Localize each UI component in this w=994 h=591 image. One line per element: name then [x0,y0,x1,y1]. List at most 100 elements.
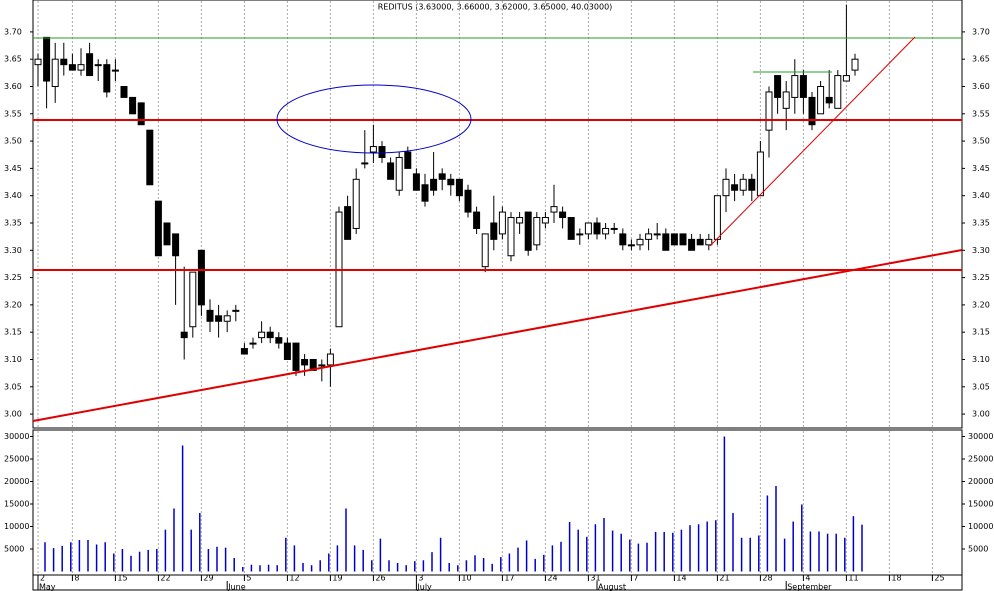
candle-body [60,58,68,66]
candle-body [412,173,420,191]
candle-body [825,96,833,104]
candle-body [567,217,575,240]
y-tick-label: 3.35 [972,218,990,227]
candle-body [473,211,481,229]
volume-panel [32,429,963,576]
y-tick-label: 3.60 [972,82,990,91]
candle-body [817,85,825,115]
y2-tick-label: 15000 [4,500,29,509]
candle-body [524,211,532,251]
candle-body [344,206,352,240]
x-tick-label: 29 [203,574,213,583]
y2-tick-label: 15000 [968,500,993,509]
x-tick-label: 7 [633,574,638,583]
candle-body [154,200,162,257]
candle-body [507,217,515,257]
y-tick-label: 3.00 [4,410,22,419]
x-tick-label: 14 [676,574,686,583]
candle-body [842,75,850,82]
candle-body [163,222,171,246]
candle-body [266,331,274,339]
x-tick-label: 26 [375,574,385,583]
candle-body [378,146,386,158]
y2-tick-label: 20000 [4,477,29,486]
candle-body [696,238,704,246]
drawings [32,36,963,422]
candle-body [215,315,223,322]
x-tick-label: 18 [891,574,901,583]
y-tick-label: 3.05 [972,382,990,391]
candle-body [180,331,188,339]
y2-tick-label: 5000 [4,545,24,554]
month-label: August [598,583,626,591]
y-tick-label: 3.15 [4,328,22,337]
y-tick-label: 3.15 [972,328,990,337]
x-tick-label: 5 [246,574,251,583]
y-tick-label: 3.55 [972,109,990,118]
candle-body [421,184,429,202]
candle-body [722,178,730,197]
candle-body [576,233,584,236]
candle-body [103,64,111,93]
candle-body [137,102,145,126]
candle-body [352,178,360,229]
y-tick-label: 3.45 [972,164,990,173]
candle-body [301,358,309,366]
grid [30,1,965,590]
candle-body [283,342,291,360]
x-tick-label: 25 [934,574,944,583]
candle-body [120,85,128,98]
candle-body [748,178,756,191]
candle-body [51,58,59,87]
candle-body [670,233,678,246]
y-tick-label: 3.65 [4,55,22,64]
y-tick-label: 3.60 [4,82,22,91]
candle-body [627,244,635,247]
y-tick-label: 3.25 [4,273,22,282]
x-tick-label: 11 [848,574,858,583]
candle-body [851,58,859,71]
y2-tick-label: 20000 [968,477,993,486]
candle-body [318,364,326,367]
candle-body [455,178,463,197]
y-tick-label: 3.65 [972,55,990,64]
candle-body [77,64,85,71]
candle-body [688,238,696,251]
candle-body [516,217,524,224]
candle-body [791,75,799,98]
chart-title: REDITUS (3.63000, 3.66000, 3.62000, 3.65… [378,3,613,12]
candle-body [619,233,627,246]
y-tick-label: 3.55 [4,109,22,118]
candle-body [258,331,266,339]
month-label: July [416,583,432,591]
candle-body [731,184,739,191]
y-tick-label: 3.70 [4,27,22,36]
x-tick-label: 17 [504,574,514,583]
y2-tick-label: 25000 [968,455,993,464]
candle-body [636,238,644,246]
candle-body [94,64,102,67]
y-tick-label: 3.25 [972,273,990,282]
candle-body [765,91,773,131]
candle-body [756,151,764,197]
candle-body [782,91,790,109]
candle-body [645,233,653,240]
x-tick-label: 3 [418,574,423,583]
trend-line [709,36,916,247]
candle-body [808,96,816,126]
candle-body [232,309,240,312]
candle-body [197,249,205,306]
candle-body [326,353,334,366]
y2-tick-label: 10000 [968,522,993,531]
x-tick-label: 10 [461,574,471,583]
candle-body [593,222,601,235]
y-tick-label: 3.40 [972,191,990,200]
candle-body [533,217,541,246]
y-tick-label: 3.20 [4,300,22,309]
marks [34,4,863,572]
candle-body [739,178,747,191]
candle-body [275,337,283,344]
x-tick-label: 15 [117,574,127,583]
candle-body [799,75,807,98]
